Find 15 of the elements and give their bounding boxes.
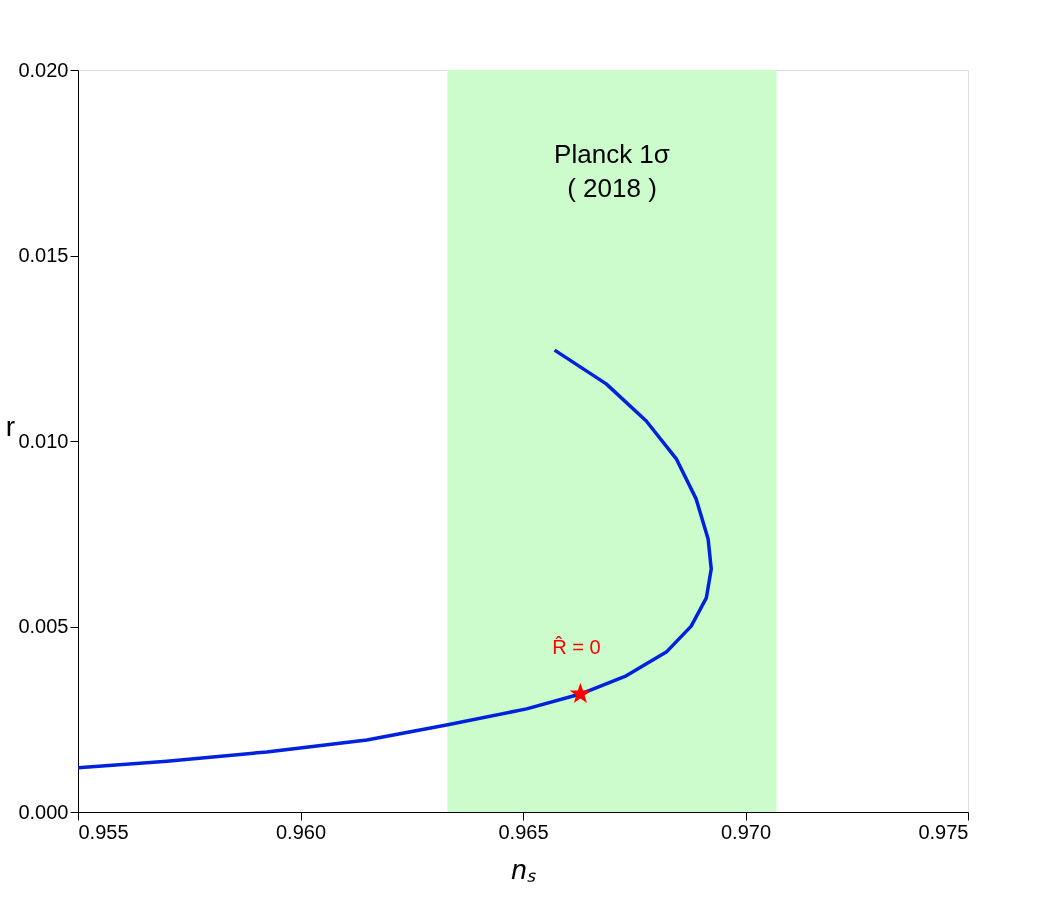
x-tick-label: 0.975 xyxy=(918,820,969,843)
y-tick-label: 0.015 xyxy=(18,244,69,266)
x-tick-label: 0.960 xyxy=(275,820,327,843)
y-tick-label: 0.010 xyxy=(18,429,69,452)
band-label: Planck 1σ ( 2018 ) xyxy=(554,139,670,203)
x-tick-label: 0.965 xyxy=(498,820,549,843)
y-axis-title: r xyxy=(5,410,16,442)
x-tick-label: 0.955 xyxy=(78,820,129,843)
y-tick-label: 0.000 xyxy=(18,800,69,823)
x-tick-label: 0.970 xyxy=(720,820,772,843)
y-tick-label: 0.005 xyxy=(18,615,69,637)
annotation: R̂ = 0 xyxy=(552,635,601,659)
line-series xyxy=(78,348,713,770)
x-axis-title: nₛ xyxy=(511,853,537,885)
y-tick-label: 0.020 xyxy=(18,58,69,81)
